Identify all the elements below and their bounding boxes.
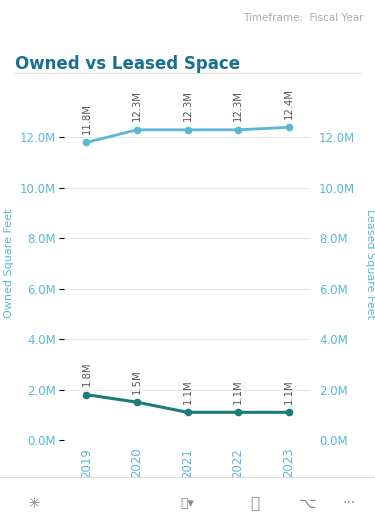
Text: ⌥: ⌥: [298, 496, 316, 511]
Text: 12.3M: 12.3M: [132, 91, 142, 122]
Text: ⬛▾: ⬛▾: [181, 497, 194, 510]
Text: 1.1M: 1.1M: [233, 379, 243, 404]
Text: 12.3M: 12.3M: [233, 91, 243, 122]
Text: 1.5M: 1.5M: [132, 369, 142, 394]
Text: ✳: ✳: [27, 496, 40, 511]
Text: 12.3M: 12.3M: [183, 91, 192, 122]
Text: 1.1M: 1.1M: [183, 379, 192, 404]
Text: 11.8M: 11.8M: [81, 103, 92, 134]
Text: 1.8M: 1.8M: [81, 362, 92, 386]
Text: ⬜: ⬜: [251, 496, 260, 511]
Text: ···: ···: [342, 496, 355, 510]
Text: 1.1M: 1.1M: [284, 379, 294, 404]
Text: 12.4M: 12.4M: [284, 88, 294, 119]
Text: Owned vs Leased Space: Owned vs Leased Space: [15, 55, 240, 73]
Y-axis label: Owned Square Feet: Owned Square Feet: [4, 209, 14, 318]
Text: Timeframe:  Fiscal Year: Timeframe: Fiscal Year: [243, 13, 364, 23]
Y-axis label: Leased Square Feet: Leased Square Feet: [364, 209, 375, 318]
